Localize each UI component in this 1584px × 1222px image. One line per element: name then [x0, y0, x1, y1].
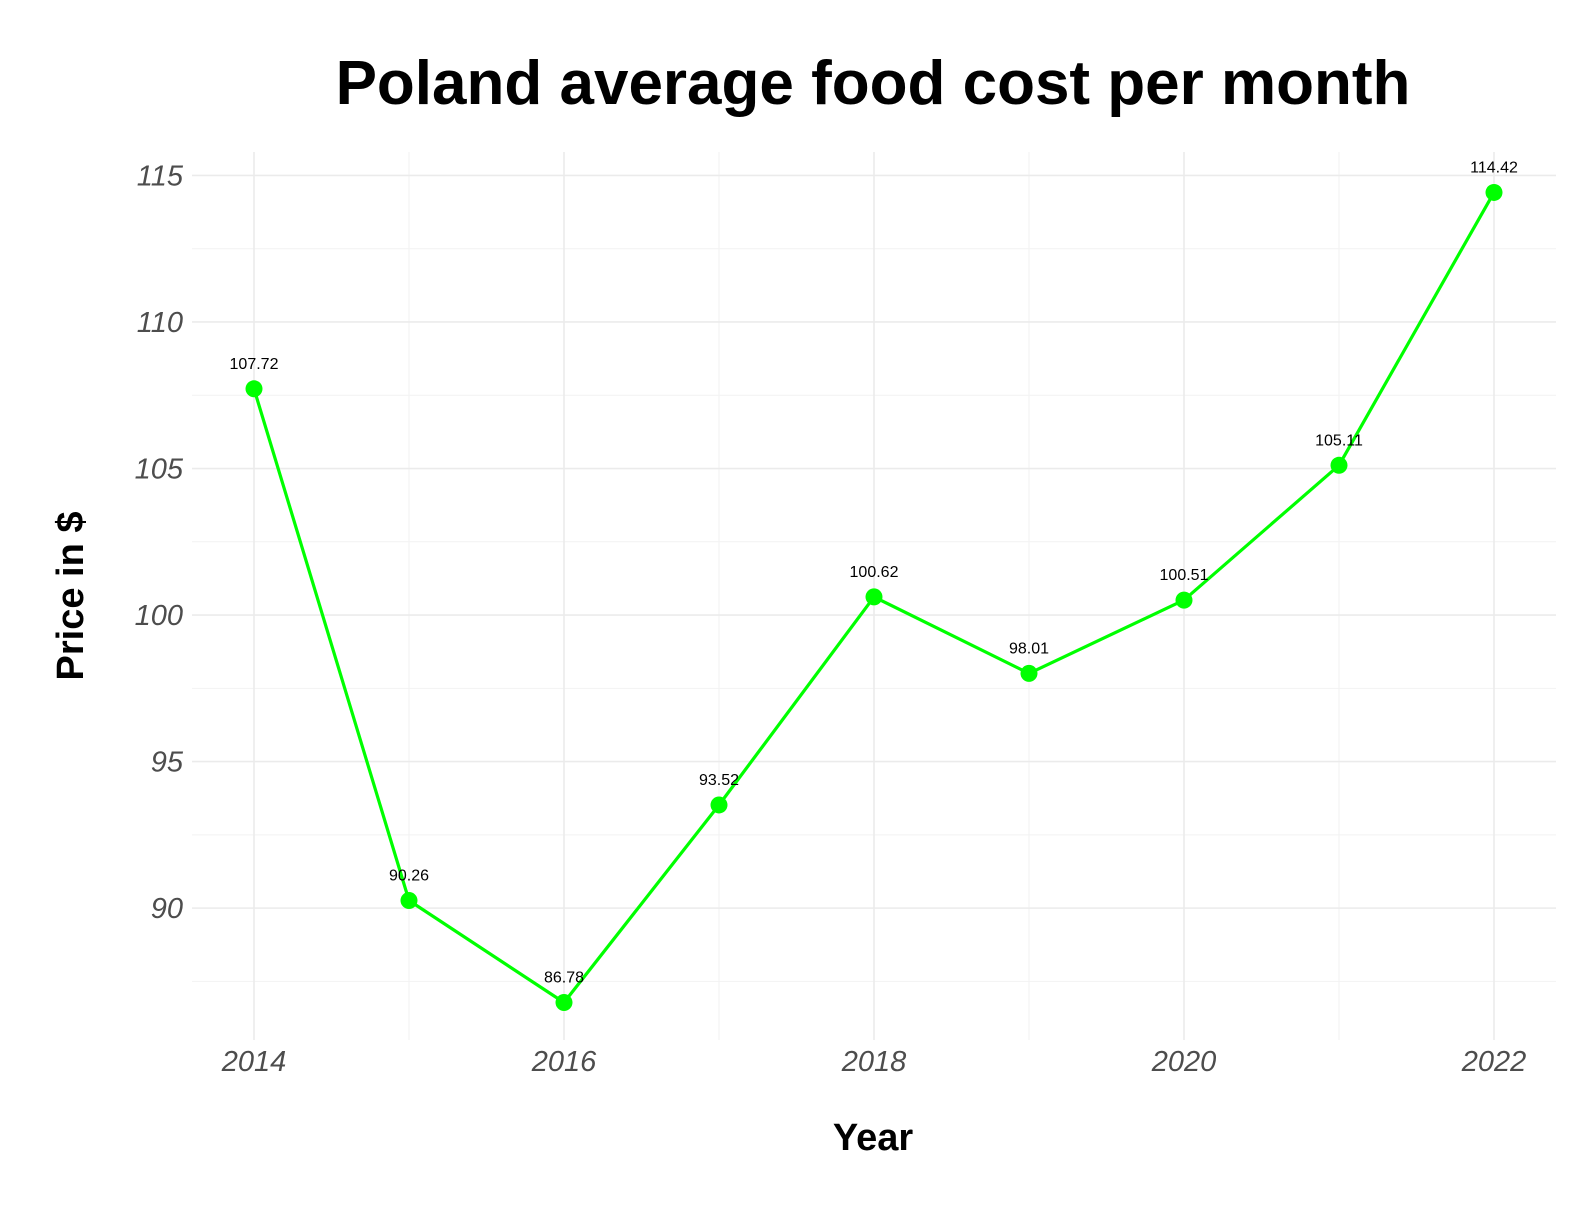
x-tick-label: 2020: [1151, 1046, 1217, 1078]
y-tick-label: 95: [151, 747, 184, 779]
data-labels-group: 107.72 90.26 86.78 93.52 100.62 98.01 100.51 10…: [230, 159, 1518, 986]
tick-labels-group: 2014 2016 2018 2020 2022 90 95 100 105 110 115: [135, 160, 1527, 1078]
x-tick-label: 2018: [841, 1046, 907, 1078]
data-label: 86.78: [544, 969, 584, 986]
y-axis-title: Price in $: [50, 512, 92, 681]
data-point: [555, 993, 573, 1011]
chart-title: Poland average food cost per month: [336, 49, 1411, 118]
y-tick-label: 105: [135, 454, 184, 486]
data-label: 93.52: [699, 772, 739, 789]
data-point: [245, 380, 263, 398]
data-point: [865, 588, 883, 606]
y-tick-label: 100: [135, 600, 183, 632]
data-label: 90.26: [389, 867, 429, 884]
x-tick-label: 2016: [531, 1046, 597, 1078]
data-label: 114.42: [1470, 159, 1518, 176]
data-point: [1330, 456, 1348, 474]
x-axis-title: Year: [833, 1117, 914, 1159]
data-point: [400, 891, 418, 909]
series-points-group: [245, 183, 1503, 1011]
x-tick-label: 2014: [221, 1046, 287, 1078]
data-label: 100.51: [1160, 567, 1209, 584]
data-label: 100.62: [850, 564, 899, 581]
data-label: 105.11: [1315, 432, 1363, 449]
data-point: [710, 796, 728, 814]
x-tick-label: 2022: [1461, 1046, 1527, 1078]
y-tick-label: 90: [151, 893, 183, 925]
y-tick-label: 115: [137, 160, 184, 192]
data-point: [1175, 591, 1193, 609]
data-label: 107.72: [230, 356, 279, 373]
y-tick-label: 110: [137, 307, 183, 339]
data-point: [1020, 664, 1038, 682]
data-label: 98.01: [1009, 640, 1049, 657]
data-point: [1485, 183, 1503, 201]
